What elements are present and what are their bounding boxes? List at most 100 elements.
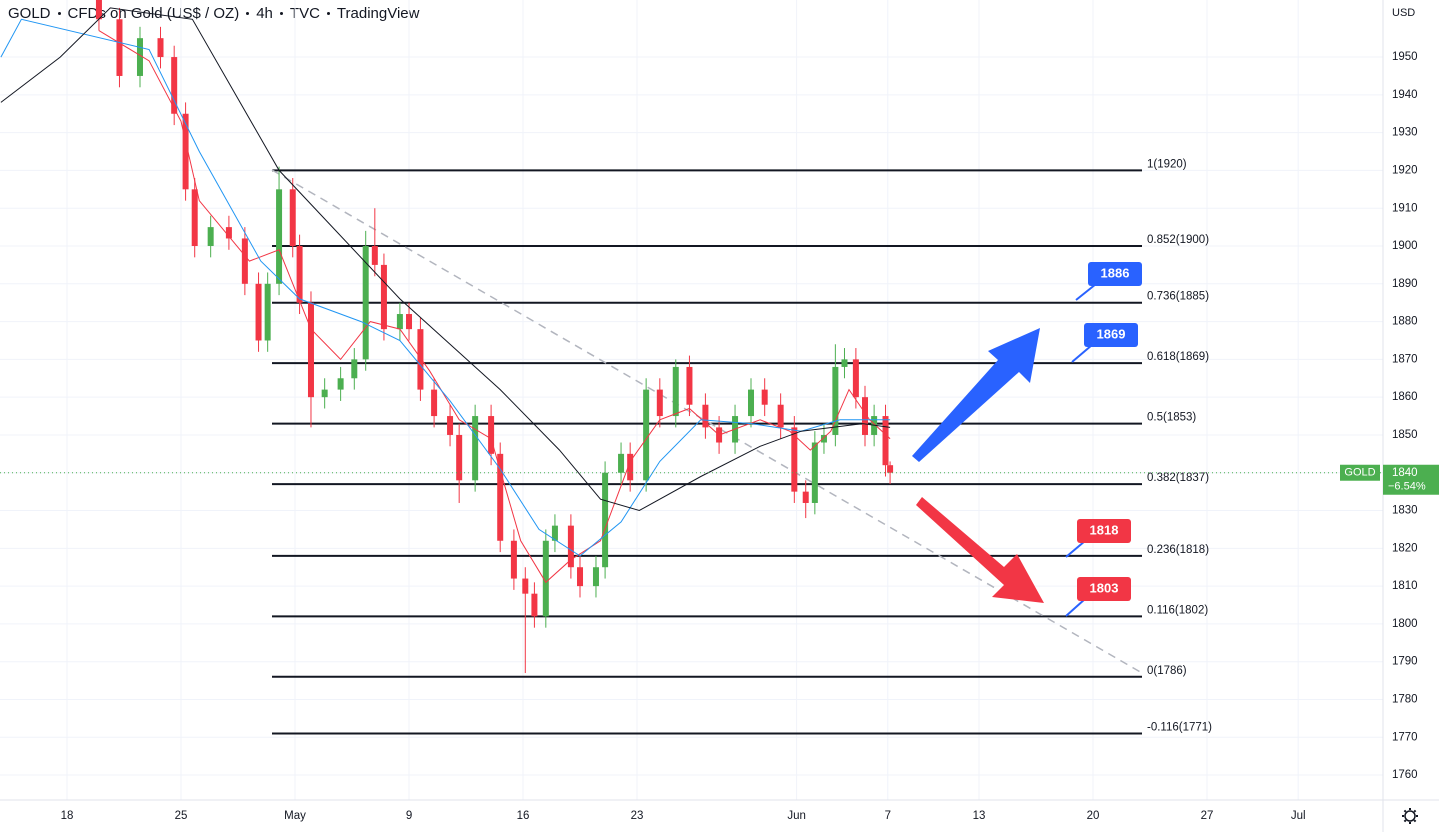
source: TVC [289, 5, 320, 22]
candle-body [191, 189, 198, 247]
candle-body [656, 389, 663, 417]
candle-body [672, 366, 679, 417]
candle-body [362, 246, 369, 360]
y-tick-label: 1920 [1392, 164, 1418, 176]
candle-body [337, 378, 344, 390]
platform: TradingView [336, 5, 420, 22]
candle-body [406, 314, 413, 330]
y-tick-label: 1910 [1392, 202, 1418, 214]
candle-body [116, 19, 123, 76]
candle-body [791, 427, 798, 492]
x-tick-label: 27 [1201, 810, 1214, 822]
fib-level-label: 0.116(1802) [1147, 604, 1208, 616]
y-tick-label: 1850 [1392, 429, 1418, 441]
last-price-badge [1383, 464, 1439, 495]
candle-body [264, 283, 271, 341]
moving-average-line [0, 7, 891, 512]
candle-body [225, 227, 232, 239]
candle-body [157, 38, 164, 58]
candle-body [832, 366, 839, 435]
separator [57, 12, 61, 15]
candle-body [811, 442, 818, 503]
currency-label[interactable]: USD [1392, 7, 1415, 19]
candle-body [551, 525, 558, 541]
candle-body [396, 314, 403, 330]
candle-body [887, 465, 894, 473]
fib-level-label: 0.618(1869) [1147, 351, 1209, 363]
fib-level-label: 0.236(1818) [1147, 544, 1209, 556]
candle-body [882, 416, 889, 466]
x-tick-label: Jul [1291, 810, 1306, 822]
fib-level-label: 0(1786) [1147, 665, 1187, 677]
last-price-label: 1840 [1392, 467, 1418, 479]
candle-body [618, 453, 625, 473]
candle-body [497, 453, 504, 541]
candle-body [182, 113, 189, 190]
fib-level-label: 0.382(1837) [1147, 472, 1209, 484]
candle-body [852, 359, 859, 398]
x-tick-label: 20 [1087, 810, 1100, 822]
x-tick-label: Jun [787, 810, 806, 822]
separator [326, 12, 330, 15]
x-tick-label: 16 [517, 810, 530, 822]
fib-level-label: 1(1920) [1147, 158, 1187, 170]
candle-body [255, 283, 262, 341]
x-tick-label: 23 [631, 810, 644, 822]
fib-level-label: 0.736(1885) [1147, 291, 1209, 303]
candle-body [276, 189, 283, 284]
y-tick-label: 1870 [1392, 353, 1418, 365]
candle-body [321, 389, 328, 398]
y-tick-label: 1950 [1392, 51, 1418, 63]
candle-body [95, 0, 102, 20]
interval[interactable]: 4h [256, 5, 273, 22]
candle-body [488, 416, 495, 454]
callout-box [1077, 519, 1131, 543]
symbol-badge-label: GOLD [1344, 467, 1375, 479]
y-tick-label: 1880 [1392, 316, 1418, 328]
x-tick-label: 18 [61, 810, 74, 822]
candle-body [241, 238, 248, 284]
candle-body [686, 366, 693, 405]
y-tick-label: 1900 [1392, 240, 1418, 252]
candle-body [602, 472, 609, 568]
y-tick-label: 1800 [1392, 618, 1418, 630]
candle-body [296, 246, 303, 303]
candle-body [472, 416, 479, 481]
moving-average-line [98, 30, 891, 584]
candle-body [702, 404, 709, 428]
y-tick-label: 1940 [1392, 89, 1418, 101]
settings-icon[interactable] [1402, 808, 1418, 824]
candle-body [207, 227, 214, 247]
x-tick-label: 7 [885, 810, 891, 822]
candle-body [371, 246, 378, 265]
symbol[interactable]: GOLD [8, 5, 51, 22]
separator [246, 12, 250, 15]
candle-body [542, 540, 549, 617]
y-tick-label: 1890 [1392, 278, 1418, 290]
callout-label: 1818 [1090, 522, 1119, 537]
candle-body [136, 38, 143, 76]
y-tick-label: 1790 [1392, 656, 1418, 668]
callout-pointer [1075, 283, 1097, 301]
candle-body [417, 329, 424, 390]
fib-level-label: -0.116(1771) [1147, 722, 1212, 734]
candle-body [289, 189, 296, 247]
y-tick-label: 1810 [1392, 580, 1418, 592]
candle-body [627, 453, 634, 481]
candle-body [577, 567, 584, 587]
moving-average-line [0, 18, 891, 557]
y-tick-label: 1780 [1392, 694, 1418, 706]
candle-body [820, 434, 827, 443]
y-tick-label: 1830 [1392, 505, 1418, 517]
x-tick-label: 9 [406, 810, 412, 822]
separator [279, 12, 283, 15]
candle-body [431, 389, 438, 417]
candle-body [171, 57, 178, 114]
x-tick-label: May [284, 810, 306, 822]
candle-body [380, 264, 387, 330]
x-tick-label: 25 [175, 810, 188, 822]
candle-body [761, 389, 768, 405]
callout-box [1084, 323, 1138, 347]
